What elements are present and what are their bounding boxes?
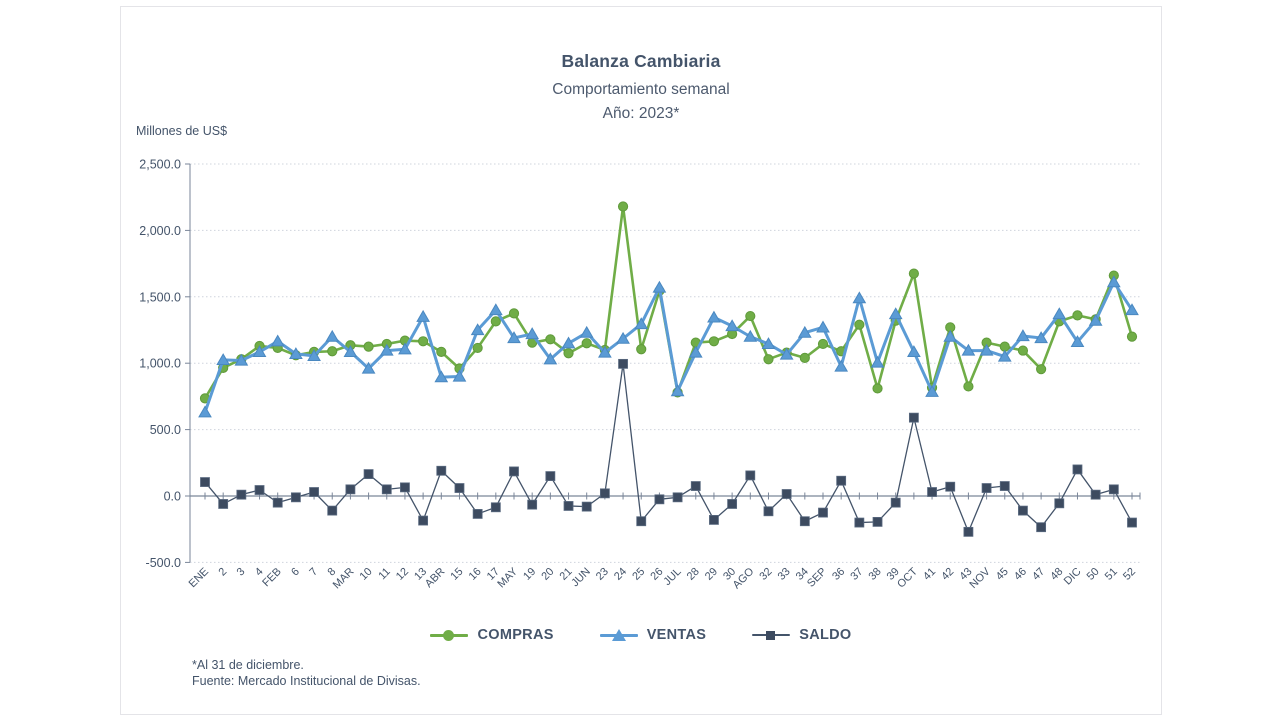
svg-text:2,000.0: 2,000.0 bbox=[139, 224, 181, 238]
svg-text:FEB: FEB bbox=[260, 566, 284, 590]
svg-text:ENE: ENE bbox=[187, 566, 211, 590]
svg-text:JUN: JUN bbox=[569, 566, 593, 590]
title-block: Balanza Cambiaria Comportamiento semanal… bbox=[121, 51, 1161, 129]
svg-text:10: 10 bbox=[358, 566, 375, 583]
svg-text:1,000.0: 1,000.0 bbox=[139, 357, 181, 371]
svg-text:JUL: JUL bbox=[661, 566, 683, 588]
svg-text:DIC: DIC bbox=[1062, 566, 1084, 588]
chart-frame: Balanza Cambiaria Comportamiento semanal… bbox=[120, 6, 1162, 715]
svg-text:MAR: MAR bbox=[331, 566, 357, 592]
svg-text:0.0: 0.0 bbox=[164, 490, 181, 504]
svg-text:33: 33 bbox=[776, 566, 793, 583]
svg-text:29: 29 bbox=[703, 566, 720, 583]
svg-text:SEP: SEP bbox=[805, 566, 829, 590]
svg-text:24: 24 bbox=[612, 566, 629, 583]
svg-text:16: 16 bbox=[467, 566, 484, 583]
svg-text:28: 28 bbox=[685, 566, 702, 583]
svg-text:51: 51 bbox=[1103, 566, 1120, 583]
footnote-date: *Al 31 de diciembre. bbox=[192, 658, 304, 672]
ventas-line-triangle-icon bbox=[599, 628, 638, 642]
svg-text:46: 46 bbox=[1012, 566, 1029, 583]
legend-label-compras: COMPRAS bbox=[477, 627, 554, 643]
svg-text:OCT: OCT bbox=[895, 565, 920, 590]
svg-text:MAY: MAY bbox=[495, 565, 520, 590]
legend-item-compras: COMPRAS bbox=[430, 627, 553, 643]
svg-text:36: 36 bbox=[830, 566, 847, 583]
chart-year-label: Año: 2023* bbox=[602, 105, 680, 122]
legend-label-ventas: VENTAS bbox=[646, 627, 707, 643]
plot-area: 2,500.0 2,000.0 1,500.0 1,000.0 500.0 0.0 -500… bbox=[139, 158, 1141, 592]
svg-text:42: 42 bbox=[939, 566, 956, 583]
svg-text:50: 50 bbox=[1085, 566, 1102, 583]
svg-text:47: 47 bbox=[1030, 566, 1047, 583]
svg-text:19: 19 bbox=[521, 566, 538, 583]
chart-subtitle: Comportamiento semanal bbox=[552, 81, 730, 98]
svg-text:25: 25 bbox=[630, 566, 647, 583]
svg-text:37: 37 bbox=[848, 566, 865, 583]
legend: COMPRAS VENTAS SALDO bbox=[121, 621, 1161, 649]
svg-text:11: 11 bbox=[376, 566, 393, 583]
svg-text:32: 32 bbox=[757, 566, 774, 583]
svg-text:500.0: 500.0 bbox=[150, 423, 181, 437]
svg-text:12: 12 bbox=[394, 566, 411, 583]
svg-text:2,500.0: 2,500.0 bbox=[139, 158, 181, 172]
svg-text:20: 20 bbox=[539, 566, 556, 583]
footnote-source: Fuente: Mercado Institucional de Divisas… bbox=[192, 674, 421, 688]
y-axis-unit-label: Millones de US$ bbox=[136, 124, 228, 138]
legend-label-saldo: SALDO bbox=[799, 627, 852, 643]
svg-text:6: 6 bbox=[289, 566, 302, 579]
legend-item-saldo: SALDO bbox=[752, 627, 851, 643]
svg-text:15: 15 bbox=[448, 566, 465, 583]
svg-text:23: 23 bbox=[594, 566, 611, 583]
svg-text:2: 2 bbox=[216, 566, 229, 579]
chart-title: Balanza Cambiaria bbox=[561, 51, 721, 71]
saldo-line-square-icon bbox=[752, 628, 791, 642]
svg-text:-500.0: -500.0 bbox=[146, 556, 181, 570]
svg-text:45: 45 bbox=[994, 566, 1011, 583]
svg-text:NOV: NOV bbox=[967, 565, 993, 591]
svg-text:ABR: ABR bbox=[423, 566, 448, 591]
svg-text:38: 38 bbox=[867, 566, 884, 583]
svg-text:3: 3 bbox=[235, 566, 248, 579]
compras-line-circle-icon bbox=[430, 628, 469, 642]
legend-item-ventas: VENTAS bbox=[599, 627, 707, 643]
svg-text:7: 7 bbox=[307, 566, 320, 579]
svg-text:52: 52 bbox=[1121, 566, 1138, 583]
svg-text:41: 41 bbox=[921, 566, 938, 583]
svg-text:1,500.0: 1,500.0 bbox=[139, 290, 181, 304]
svg-text:AGO: AGO bbox=[731, 565, 757, 591]
footnote-block: *Al 31 de diciembre. Fuente: Mercado Ins… bbox=[192, 657, 421, 689]
